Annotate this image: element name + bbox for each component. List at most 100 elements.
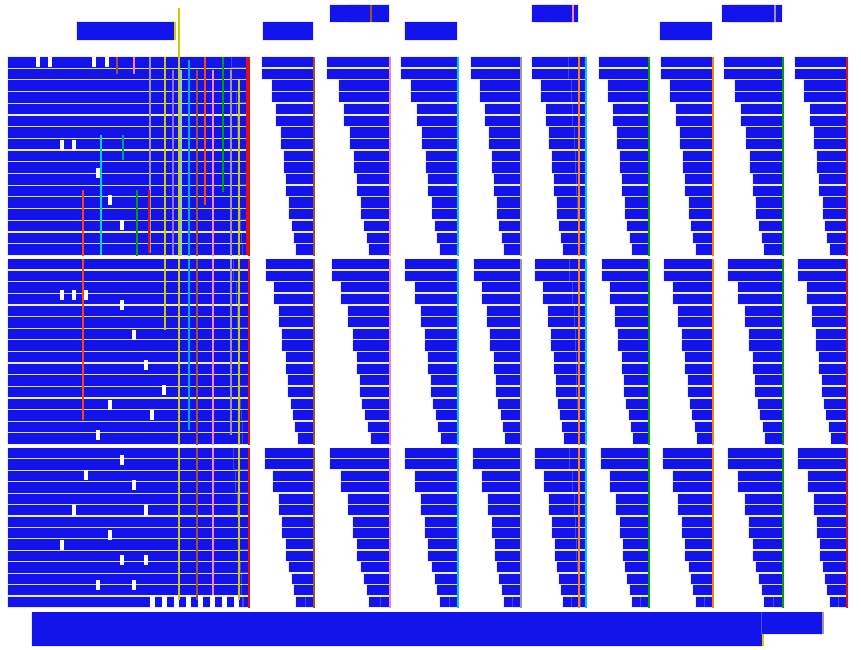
dense-bar-row: [8, 433, 248, 444]
dense-gap: [60, 540, 64, 550]
table-row: [757, 398, 782, 409]
table-row: [624, 386, 648, 398]
table-row: [497, 197, 520, 208]
table-row: [678, 493, 712, 504]
table-row: [755, 386, 782, 398]
table-row: [577, 562, 585, 573]
table-row: [825, 573, 846, 584]
dense-bar-row: [8, 174, 248, 185]
table-row: [540, 92, 578, 103]
table-row: [817, 150, 846, 161]
table-row: [610, 470, 648, 481]
dense-gap: [210, 596, 215, 610]
table-row: [579, 244, 585, 255]
dense-axis-line: [222, 57, 224, 192]
table-row: [488, 138, 520, 150]
table-row: [705, 596, 712, 607]
table-row: [660, 68, 712, 79]
table-row: [330, 448, 389, 459]
table-row: [602, 270, 648, 281]
table-row: [610, 293, 648, 305]
table-row: [622, 550, 648, 561]
table-row: [499, 220, 520, 232]
table-row: [798, 448, 846, 459]
dense-bar-row: [8, 197, 248, 208]
table-row: [439, 596, 457, 607]
dense-bar-row: [8, 259, 248, 270]
table-row: [672, 293, 712, 305]
table-row: [401, 68, 457, 79]
section-separator: [0, 445, 861, 448]
series-axis-line: [313, 57, 315, 608]
table-row: [282, 340, 313, 351]
table-row: [681, 328, 712, 339]
table-row: [239, 340, 248, 351]
table-row: [556, 386, 578, 398]
table-row: [238, 174, 248, 185]
table-row: [738, 282, 782, 293]
table-row: [484, 115, 520, 126]
table-row: [497, 562, 520, 573]
table-row: [829, 244, 846, 255]
table-row: [238, 162, 248, 173]
series-axis-line: [389, 57, 391, 608]
table-row: [625, 562, 648, 573]
table-row: [285, 363, 313, 374]
table-row: [577, 197, 585, 208]
dense-bar-row: [8, 375, 248, 386]
table-row: [547, 305, 578, 316]
table-row: [283, 162, 313, 173]
table-row: [764, 596, 782, 607]
table-row: [361, 562, 389, 573]
table-row: [421, 317, 457, 328]
table-row: [560, 410, 578, 421]
table-row: [278, 493, 313, 504]
table-row: [331, 259, 389, 270]
dense-bar-row: [8, 317, 248, 328]
table-row: [827, 232, 846, 243]
table-row: [348, 505, 389, 516]
table-row: [428, 363, 457, 374]
dense-gap: [162, 596, 167, 610]
table-row: [236, 293, 248, 305]
table-row: [473, 459, 520, 470]
table-row: [559, 573, 578, 584]
table-row: [817, 516, 846, 527]
table-row: [500, 410, 520, 421]
dense-axis-line: [196, 70, 198, 600]
table-row: [411, 92, 457, 103]
table-row: [236, 282, 248, 293]
table-row: [752, 185, 782, 197]
table-row: [243, 433, 248, 444]
dense-bar-row: [8, 232, 248, 244]
series-axis-line: [648, 57, 650, 608]
table-row: [414, 282, 457, 293]
table-row: [748, 328, 782, 339]
dense-bar-row: [8, 138, 248, 150]
table-row: [294, 585, 313, 596]
table-row: [440, 433, 457, 444]
dense-bar-row: [8, 305, 248, 316]
table-row: [426, 162, 457, 173]
table-row: [839, 596, 846, 607]
dense-gap: [108, 530, 112, 540]
table-row: [276, 103, 313, 115]
table-row: [291, 220, 313, 232]
dense-axis-line: [122, 135, 124, 160]
table-row: [688, 562, 712, 573]
table-row: [813, 505, 846, 516]
table-row: [621, 363, 648, 374]
dense-gap: [96, 430, 100, 440]
table-row: [231, 68, 248, 79]
table-row: [233, 259, 248, 270]
table-row: [369, 244, 389, 255]
table-row: [437, 232, 457, 243]
top-bar-edge: [370, 5, 372, 22]
table-row: [349, 138, 389, 150]
table-row: [685, 174, 712, 185]
table-row: [361, 197, 389, 208]
table-row: [504, 596, 520, 607]
table-row: [748, 516, 782, 527]
table-row: [552, 516, 578, 527]
table-row: [499, 573, 520, 584]
